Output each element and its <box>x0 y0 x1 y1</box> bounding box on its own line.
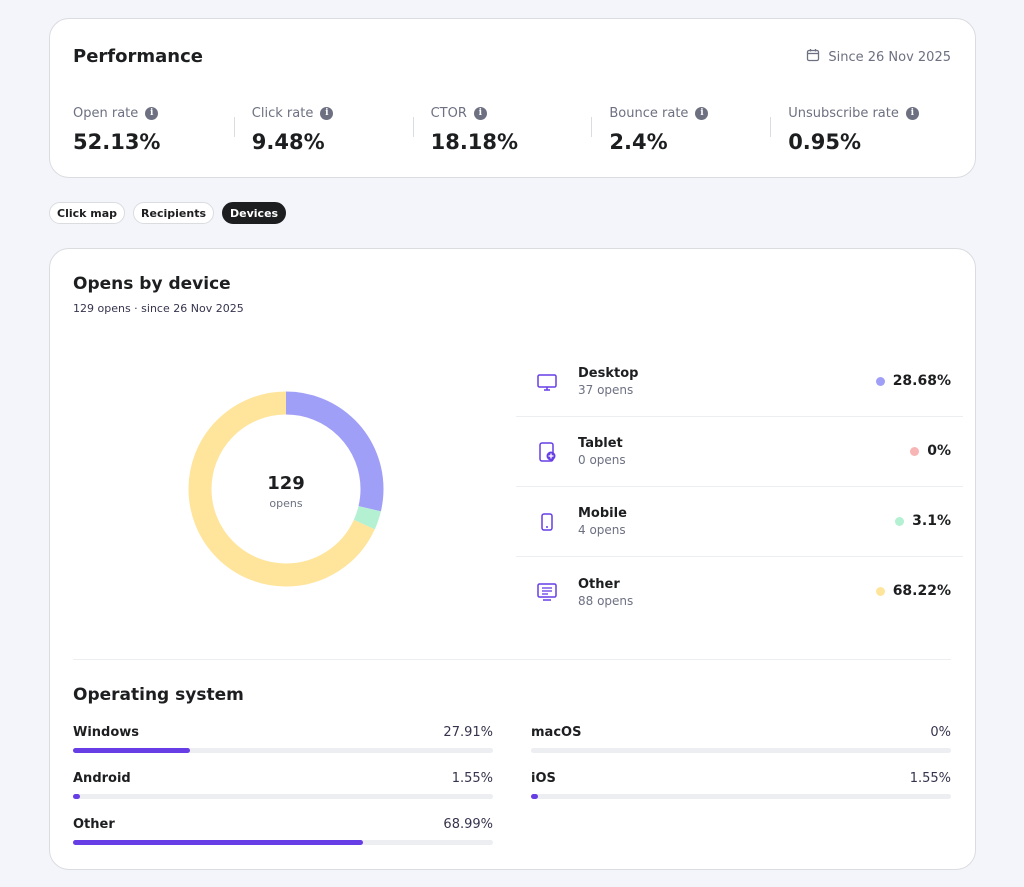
device-percent: 68.22% <box>892 583 951 599</box>
device-name: Tablet <box>578 436 623 451</box>
info-icon[interactable]: i <box>905 106 919 120</box>
donut-center-value: 129 <box>267 473 305 494</box>
metric-ctor: CTOR i 18.18% <box>412 105 594 154</box>
metric-label: Bounce rate <box>609 105 689 121</box>
os-name: macOS <box>531 725 582 740</box>
os-progress-track <box>73 840 493 845</box>
device-opens: 0 opens <box>578 453 626 467</box>
tab-devices[interactable]: Devices <box>222 202 287 224</box>
device-opens: 4 opens <box>578 523 626 537</box>
info-icon[interactable]: i <box>320 106 334 120</box>
os-name: Other <box>73 817 115 832</box>
performance-card: Performance Since 26 Nov 2025 Open rate i… <box>49 18 976 178</box>
date-range-label: Since 26 Nov 2025 <box>828 49 951 65</box>
donut-slice-other[interactable] <box>188 391 384 587</box>
os-progress-fill <box>73 840 363 845</box>
metric-open-rate: Open rate i 52.13% <box>73 105 236 155</box>
os-percent: 1.55% <box>451 771 493 786</box>
device-name: Other <box>578 576 620 592</box>
os-title: Operating system <box>73 685 244 705</box>
metric-label: Open rate <box>73 105 139 121</box>
os-item-windows: Windows 27.91% <box>73 725 493 753</box>
metric-value: 9.48% <box>251 130 325 154</box>
metric-label: CTOR <box>430 105 467 121</box>
os-item-other: Other 68.99% <box>73 817 493 845</box>
device-percent: 28.68% <box>892 373 951 389</box>
metrics-row: Open rate i 52.13% Click rate i 9.48% CTOR… <box>73 105 951 154</box>
os-progress-fill <box>531 794 538 799</box>
os-percent: 0% <box>930 725 951 740</box>
devices-subtitle: 129 opens · since 26 Nov 2025 <box>73 302 244 315</box>
device-opens: 37 opens <box>578 383 634 397</box>
desktop-icon <box>536 371 558 393</box>
info-icon[interactable]: i <box>695 106 709 120</box>
legend-dot <box>910 446 920 456</box>
os-progress-track <box>73 748 493 753</box>
legend-dot <box>895 516 905 526</box>
metric-value: 2.4% <box>609 130 668 154</box>
device-row-tablet: Tablet 0 opens 0% <box>516 417 963 487</box>
os-progress-track <box>531 748 951 753</box>
devices-title: Opens by device <box>73 274 231 294</box>
os-name: Android <box>73 771 131 786</box>
device-row-desktop: Desktop 37 opens 28.68% <box>516 347 963 417</box>
os-name: iOS <box>531 771 556 786</box>
os-percent: 27.91% <box>443 725 493 740</box>
view-tabs: Click map Recipients Devices <box>49 202 287 224</box>
metric-click-rate: Click rate i 9.48% <box>233 105 415 154</box>
os-name: Windows <box>73 725 140 740</box>
metric-value: 18.18% <box>430 130 519 154</box>
device-percent: 0% <box>927 443 951 459</box>
os-progress-track <box>73 794 493 799</box>
os-percent: 1.55% <box>909 771 951 786</box>
os-progress-fill <box>73 748 191 753</box>
legend-dot <box>875 376 885 386</box>
os-item-macos: macOS 0% <box>531 725 951 753</box>
metric-bounce-rate: Bounce rate i 2.4% <box>591 105 772 154</box>
device-row-mobile: Mobile 4 opens 3.1% <box>516 487 963 557</box>
date-range[interactable]: Since 26 Nov 2025 <box>806 48 951 66</box>
info-icon[interactable]: i <box>145 106 159 120</box>
os-percent: 68.99% <box>443 817 493 832</box>
donut-center-label: opens <box>269 497 302 510</box>
tab-click-map[interactable]: Click map <box>49 202 126 224</box>
tablet-icon <box>536 441 558 463</box>
os-item-ios: iOS 1.55% <box>531 771 951 799</box>
section-divider <box>73 659 951 660</box>
os-item-android: Android 1.55% <box>73 771 493 799</box>
metric-label: Click rate <box>251 105 314 121</box>
device-name: Desktop <box>578 366 639 381</box>
device-list: Desktop 37 opens 28.68% Tablet 0 opens 0… <box>516 347 963 627</box>
mobile-icon <box>536 511 558 533</box>
metric-value: 52.13% <box>73 130 161 154</box>
performance-title: Performance <box>73 46 203 67</box>
device-percent: 3.1% <box>912 513 951 529</box>
metric-unsubscribe-rate: Unsubscribe rate i 0.95% <box>770 105 951 154</box>
metric-label: Unsubscribe rate <box>788 105 899 121</box>
legend-dot <box>875 586 885 596</box>
os-progress-fill <box>73 794 80 799</box>
device-row-other: Other 88 opens 68.22% <box>516 557 963 627</box>
device-donut-chart: 129 opens <box>188 391 384 587</box>
tab-recipients[interactable]: Recipients <box>133 202 215 224</box>
calendar-icon <box>806 48 820 66</box>
device-opens: 88 opens <box>578 593 634 608</box>
metric-value: 0.95% <box>788 130 862 154</box>
os-progress-track <box>531 794 951 799</box>
devices-card: Opens by device 129 opens · since 26 Nov… <box>49 248 976 870</box>
device-name: Mobile <box>578 506 627 521</box>
info-icon[interactable]: i <box>473 106 487 120</box>
other-device-icon <box>536 581 558 603</box>
